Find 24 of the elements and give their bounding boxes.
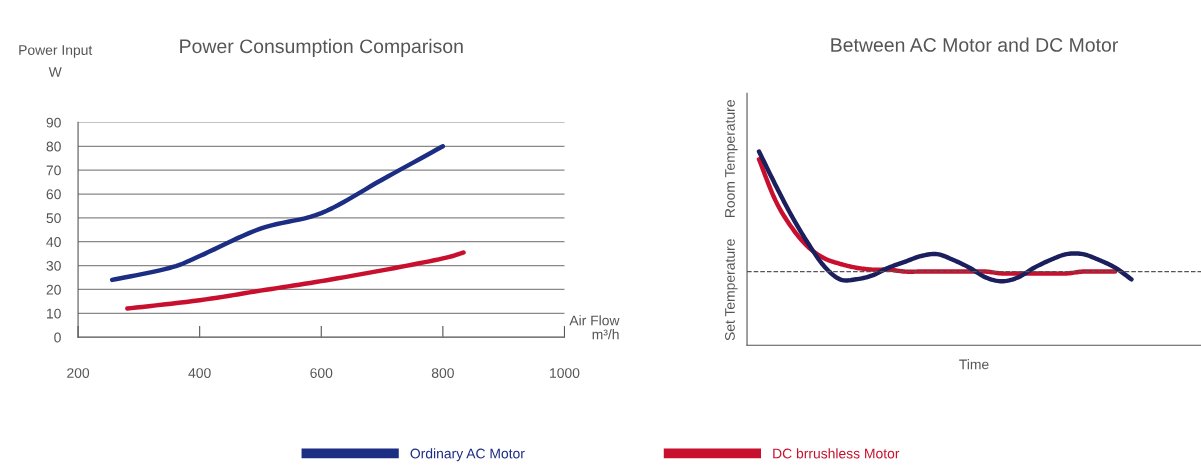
x-tick-label: 600 <box>310 368 333 378</box>
x-tick-label: 800 <box>431 368 454 378</box>
ref-line-label: Set Temperature <box>725 239 738 341</box>
y-tick-label: 50 <box>46 213 61 224</box>
x-axis-title: Air Flow m³/h <box>569 315 620 340</box>
y-tick-label: 90 <box>46 117 61 128</box>
x-axis-title: Time <box>959 359 989 370</box>
x-tick-label: 400 <box>188 368 211 378</box>
y-tick-label: 30 <box>46 260 61 271</box>
chart-title: Between AC Motor and DC Motor <box>831 37 1118 52</box>
text: DC brrushless Motor <box>773 448 900 459</box>
y-tick-label: 10 <box>47 308 61 319</box>
y-tick-label: 20 <box>46 284 61 295</box>
y-tick-label: 40 <box>46 237 61 247</box>
text: Ordinary AC Motor <box>410 448 525 462</box>
x-tick-label: 1000 <box>550 368 580 378</box>
x-tick-label: 200 <box>67 368 90 378</box>
chart-title: Power Consumption Comparison <box>180 38 463 57</box>
y-tick-label: 0 <box>54 332 61 343</box>
y-tick-label: 80 <box>46 141 61 152</box>
y-axis-title: Power Input W <box>19 45 93 77</box>
y-axis-title: Room Temperature <box>725 100 738 217</box>
y-tick-label: 60 <box>46 189 61 200</box>
y-tick-label: 70 <box>46 165 61 176</box>
